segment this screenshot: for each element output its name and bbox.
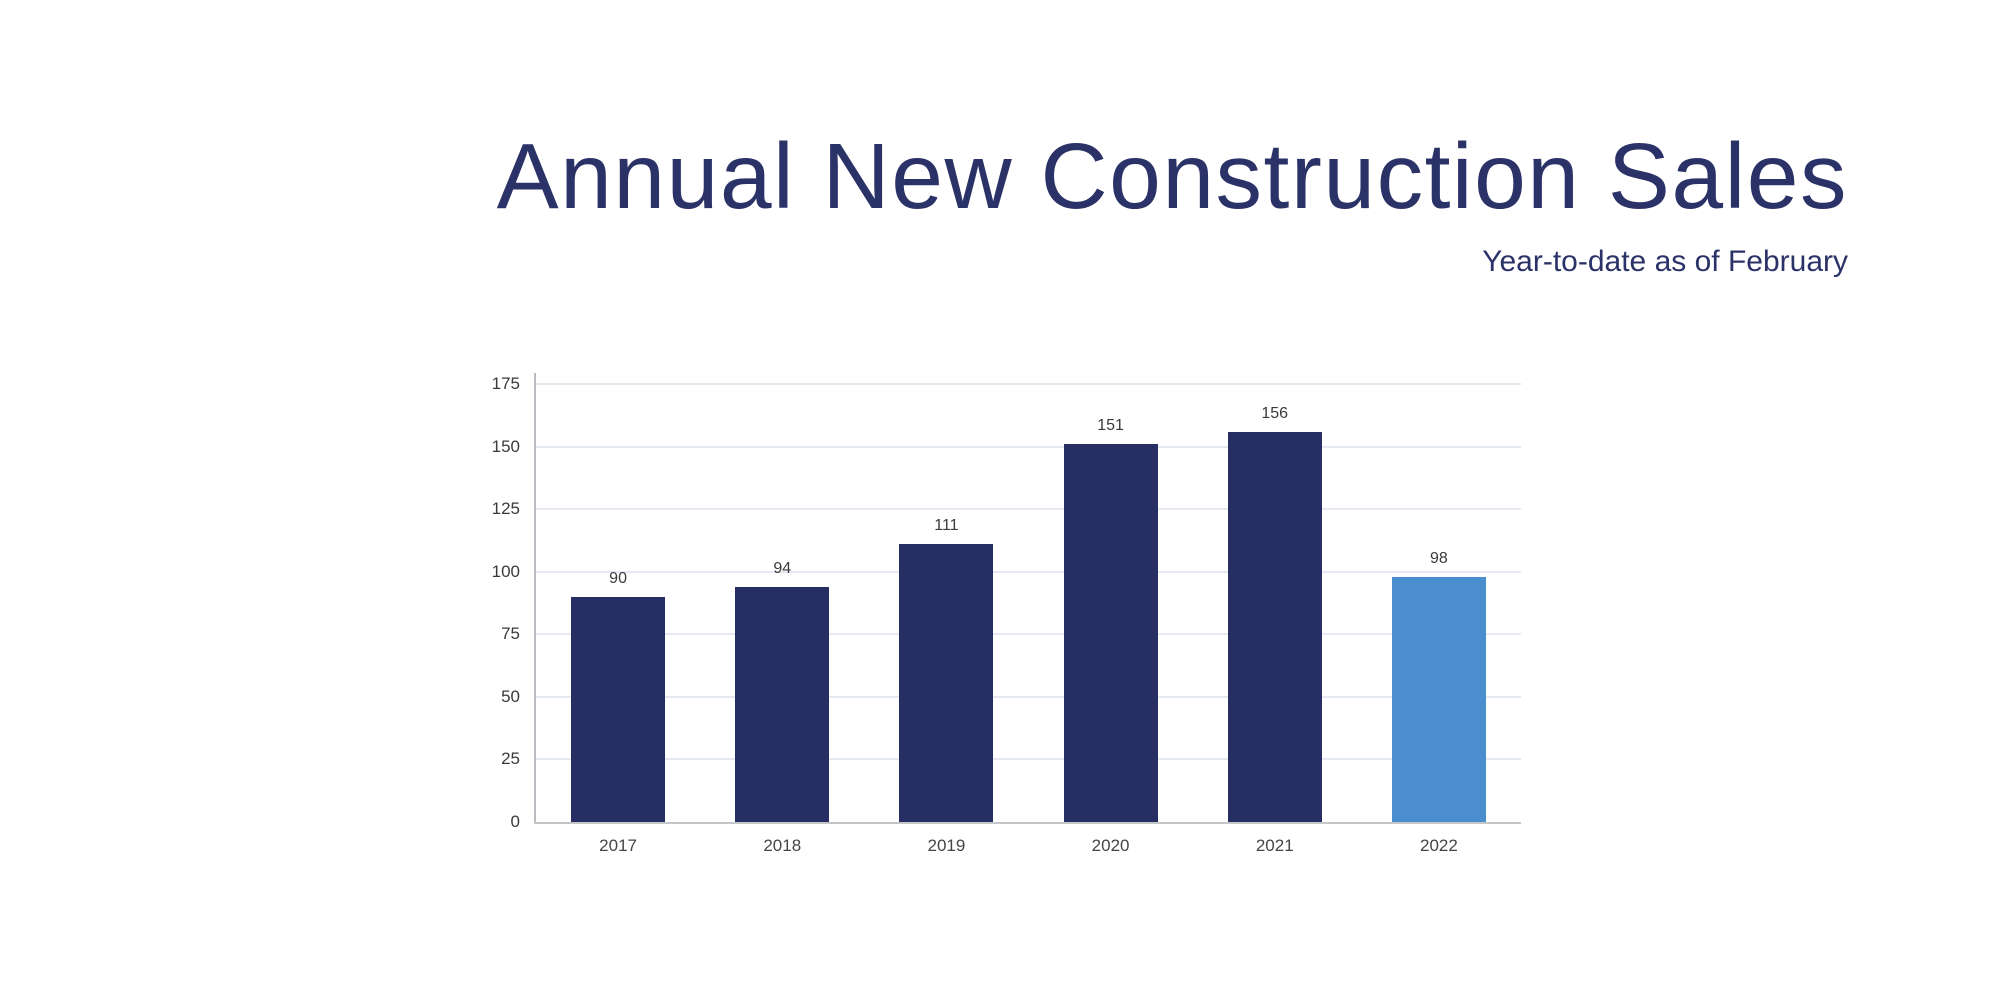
x-tick-label-2019: 2019: [927, 836, 966, 855]
gridline-50: [536, 695, 1521, 698]
bar-2017: [571, 596, 666, 822]
x-tick-label-2022: 2022: [1419, 836, 1458, 855]
chart-title: Annual New Construction Sales: [496, 124, 1848, 228]
bar-chart-plot-area: 0 25 50 75 100 125 150 175 90 2017 94 2018 111 2019 15…: [492, 373, 1521, 855]
chart-header: Annual New Construction Sales Year-to-da…: [497, 130, 1848, 279]
x-axis-line: [534, 822, 1521, 824]
gridline-100: [536, 570, 1521, 573]
bar-2021: [1227, 431, 1322, 822]
bar-value-label-2021: 156: [1261, 404, 1289, 422]
x-tick-label-2018: 2018: [763, 836, 802, 855]
y-axis-line: [534, 373, 536, 822]
y-tick-label-25: 25: [501, 749, 520, 769]
gridline-25: [536, 758, 1521, 761]
y-tick-label-75: 75: [501, 624, 520, 644]
bar-value-label-2017: 90: [609, 569, 627, 587]
gridline-150: [536, 445, 1521, 448]
bar-2022: [1391, 576, 1486, 822]
gridline-175: [536, 383, 1521, 385]
bar-value-label-2022: 98: [1430, 549, 1448, 567]
y-tick-label-50: 50: [501, 686, 520, 706]
bar-2018: [735, 586, 830, 822]
bar-value-label-2019: 111: [934, 517, 959, 535]
x-tick-label-2017: 2017: [599, 836, 637, 855]
x-tick-label-2021: 2021: [1255, 836, 1294, 855]
gridline-75: [536, 633, 1521, 636]
gridline-125: [536, 508, 1521, 511]
bar-2019: [899, 544, 994, 822]
y-tick-label-100: 100: [491, 561, 520, 581]
y-tick-label-125: 125: [491, 499, 520, 519]
y-tick-label-150: 150: [491, 436, 520, 456]
bar-value-label-2018: 94: [773, 559, 792, 577]
x-tick-label-2020: 2020: [1091, 836, 1130, 855]
y-tick-label-175: 175: [491, 374, 520, 393]
chart-subtitle: Year-to-date as of February: [1482, 245, 1848, 278]
y-tick-label-0: 0: [510, 812, 520, 831]
bar-2020: [1063, 444, 1158, 822]
bar-value-label-2020: 151: [1097, 417, 1124, 435]
